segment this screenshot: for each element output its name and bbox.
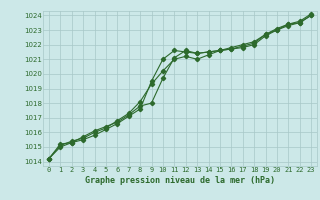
X-axis label: Graphe pression niveau de la mer (hPa): Graphe pression niveau de la mer (hPa) xyxy=(85,176,275,185)
